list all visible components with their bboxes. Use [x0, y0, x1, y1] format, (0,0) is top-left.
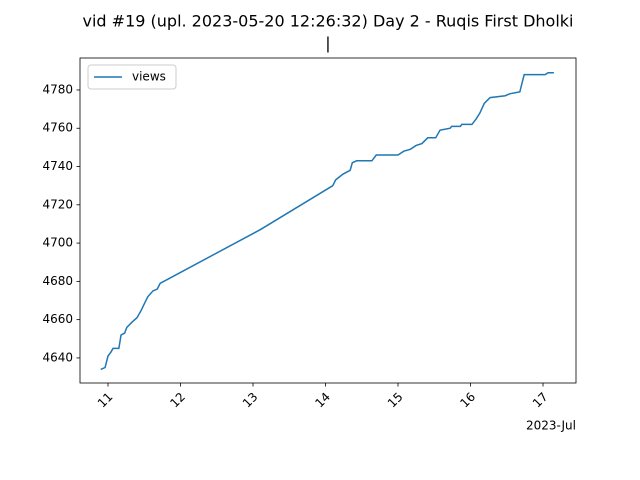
- x-offset-label: 2023-Jul: [526, 419, 576, 433]
- y-tick-label: 4680: [42, 274, 73, 288]
- y-tick-label: 4640: [42, 350, 73, 364]
- y-tick-label: 4720: [42, 197, 73, 211]
- y-tick-label: 4700: [42, 236, 73, 250]
- y-tick-label: 4760: [42, 121, 73, 135]
- chart-title: vid #19 (upl. 2023-05-20 12:26:32) Day 2…: [83, 12, 574, 31]
- line: [100, 71, 554, 371]
- y-tick-label: 4740: [42, 159, 73, 173]
- legend-label: views: [132, 70, 166, 84]
- y-tick-label: 4660: [42, 312, 73, 326]
- chart-title: |: [325, 34, 330, 53]
- y-tick-label: 4780: [42, 82, 73, 96]
- plot-frame: [79, 57, 577, 384]
- legend-box: [87, 64, 177, 90]
